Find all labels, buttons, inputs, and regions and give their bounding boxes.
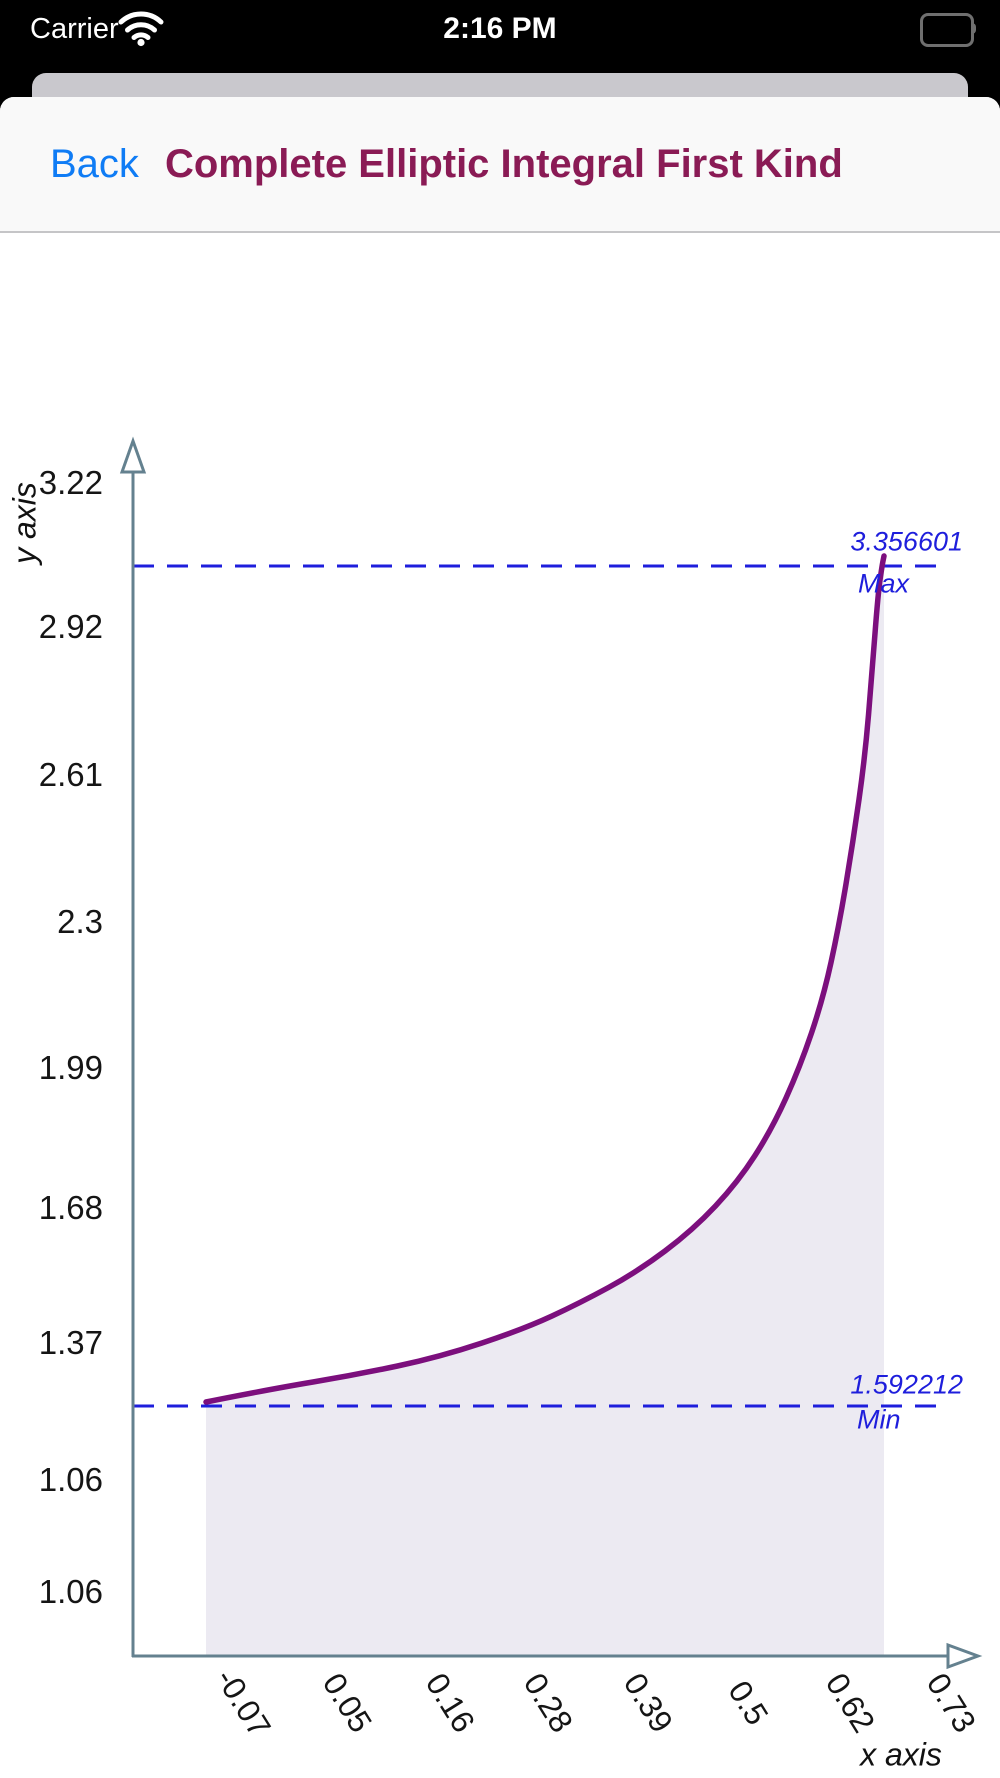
status-bar: Carrier 2:16 PM [0, 0, 1000, 62]
y-tick-label: 2.3 [57, 903, 103, 940]
y-tick-label: 1.99 [38, 1049, 103, 1086]
max-caption: Max [858, 568, 910, 599]
function-curve [203, 553, 887, 1405]
y-tick-label: 1.06 [38, 1573, 103, 1610]
y-tick-label: 2.61 [38, 756, 103, 793]
x-axis-title: x axis [860, 1736, 942, 1773]
y-axis-arrow-icon [119, 436, 147, 474]
page-title: Complete Elliptic Integral First Kind [164, 141, 843, 186]
y-tick-label: 3.22 [38, 464, 103, 501]
y-tick-label: 1.37 [38, 1324, 103, 1361]
battery-icon [920, 13, 978, 47]
area-under-curve [206, 556, 884, 1655]
y-tick-label: 1.06 [38, 1461, 103, 1498]
carrier-label: Carrier [30, 13, 119, 45]
background-card [32, 73, 968, 99]
navigation-bar: Back Complete Elliptic Integral First Ki… [0, 97, 1000, 233]
background-card-strip [0, 62, 1000, 99]
min-caption: Min [857, 1404, 901, 1435]
y-axis-title: y axis [6, 482, 43, 564]
max-value-label: 3.356601 [850, 526, 963, 557]
clock-time: 2:16 PM [443, 12, 557, 45]
y-tick-label: 2.92 [38, 608, 103, 645]
wifi-icon [118, 11, 164, 52]
back-button[interactable]: Back [50, 141, 139, 186]
x-axis-arrow-icon [946, 1642, 983, 1670]
min-value-label: 1.592212 [850, 1369, 963, 1400]
y-tick-label: 1.68 [38, 1189, 103, 1226]
